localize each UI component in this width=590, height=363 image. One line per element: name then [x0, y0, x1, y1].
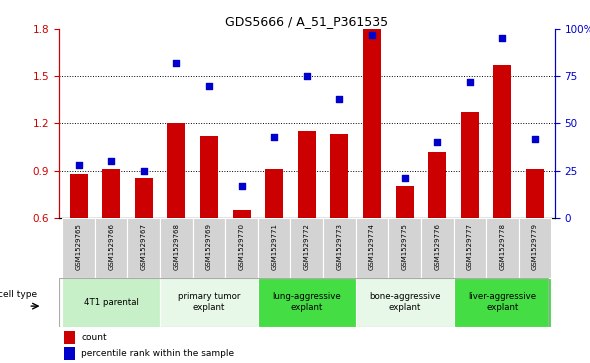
Point: [106, 158, 116, 164]
Text: GSM1529775: GSM1529775: [402, 223, 408, 270]
Text: bone-aggressive
explant: bone-aggressive explant: [369, 293, 440, 312]
Point: [74, 162, 83, 168]
Text: percentile rank within the sample: percentile rank within the sample: [81, 349, 234, 358]
Text: GSM1529767: GSM1529767: [141, 223, 147, 270]
Text: GSM1529774: GSM1529774: [369, 223, 375, 270]
Point: [302, 73, 312, 79]
Bar: [232, 210, 251, 218]
Bar: [127, 218, 160, 278]
Bar: [258, 278, 356, 327]
Point: [465, 79, 474, 85]
Text: liver-aggressive
explant: liver-aggressive explant: [468, 293, 536, 312]
Bar: [454, 278, 551, 327]
Text: GSM1529770: GSM1529770: [238, 223, 245, 270]
Title: GDS5666 / A_51_P361535: GDS5666 / A_51_P361535: [225, 15, 388, 28]
Bar: [160, 218, 193, 278]
Bar: [428, 152, 446, 218]
Bar: [461, 113, 479, 218]
Bar: [258, 218, 290, 278]
Bar: [454, 218, 486, 278]
Bar: [160, 278, 258, 327]
Point: [172, 60, 181, 66]
Text: GSM1529779: GSM1529779: [532, 223, 538, 270]
Bar: [64, 331, 75, 344]
Bar: [396, 186, 414, 218]
Bar: [519, 218, 551, 278]
Bar: [63, 278, 160, 327]
Point: [335, 96, 344, 102]
Text: lung-aggressive
explant: lung-aggressive explant: [273, 293, 341, 312]
Text: GSM1529777: GSM1529777: [467, 223, 473, 270]
Bar: [388, 218, 421, 278]
Bar: [323, 218, 356, 278]
Bar: [486, 218, 519, 278]
Bar: [356, 218, 388, 278]
Point: [368, 32, 377, 38]
Bar: [168, 123, 185, 218]
Text: GSM1529776: GSM1529776: [434, 223, 440, 270]
Point: [270, 134, 279, 139]
Bar: [63, 218, 95, 278]
Bar: [363, 29, 381, 218]
Bar: [64, 347, 75, 360]
Bar: [135, 179, 153, 218]
Bar: [193, 218, 225, 278]
Text: GSM1529769: GSM1529769: [206, 223, 212, 270]
Bar: [290, 218, 323, 278]
Text: GSM1529772: GSM1529772: [304, 223, 310, 270]
Point: [432, 139, 442, 145]
Bar: [102, 169, 120, 218]
Point: [139, 168, 149, 174]
Text: GSM1529768: GSM1529768: [173, 223, 179, 270]
Text: GSM1529771: GSM1529771: [271, 223, 277, 270]
Point: [498, 36, 507, 41]
Bar: [421, 218, 454, 278]
Point: [400, 175, 409, 181]
Bar: [493, 65, 512, 218]
Text: GSM1529766: GSM1529766: [108, 223, 114, 270]
Bar: [70, 174, 87, 218]
Point: [204, 83, 214, 89]
Text: GSM1529773: GSM1529773: [336, 223, 342, 270]
Bar: [266, 169, 283, 218]
Bar: [356, 278, 454, 327]
Text: cell type: cell type: [0, 290, 37, 299]
Bar: [330, 134, 348, 218]
Text: GSM1529765: GSM1529765: [76, 223, 81, 270]
Bar: [200, 136, 218, 218]
Point: [237, 183, 246, 189]
Text: 4T1 parental: 4T1 parental: [84, 298, 139, 307]
Text: primary tumor
explant: primary tumor explant: [178, 293, 240, 312]
Bar: [95, 218, 127, 278]
Bar: [526, 169, 544, 218]
Point: [530, 136, 540, 142]
Bar: [298, 131, 316, 218]
Text: count: count: [81, 333, 107, 342]
Bar: [225, 218, 258, 278]
Text: GSM1529778: GSM1529778: [499, 223, 506, 270]
